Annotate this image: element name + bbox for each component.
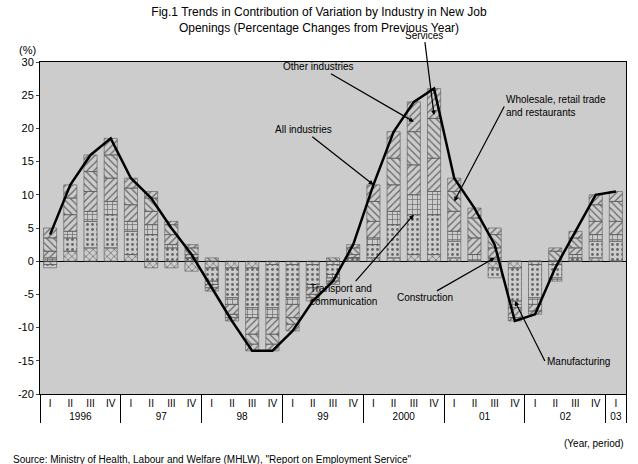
svg-text:IV: IV — [591, 398, 601, 409]
svg-text:II: II — [391, 398, 397, 409]
svg-text:Manufacturing: Manufacturing — [547, 356, 610, 367]
svg-text:IV: IV — [268, 398, 278, 409]
svg-text:I: I — [210, 398, 213, 409]
svg-text:I: I — [372, 398, 375, 409]
svg-text:I: I — [130, 398, 133, 409]
svg-text:I: I — [453, 398, 456, 409]
svg-text:15: 15 — [22, 155, 34, 167]
svg-text:Fig.1 Trends in Contribution o: Fig.1 Trends in Contribution of Variatio… — [151, 5, 487, 35]
svg-text:All industries: All industries — [275, 124, 332, 135]
svg-text:Services: Services — [405, 30, 443, 41]
svg-text:02: 02 — [560, 411, 572, 422]
svg-text:III: III — [410, 398, 418, 409]
svg-text:IV: IV — [510, 398, 520, 409]
svg-text:II: II — [310, 398, 316, 409]
svg-text:-15: -15 — [18, 355, 34, 367]
svg-text:01: 01 — [479, 411, 491, 422]
svg-text:98: 98 — [237, 411, 249, 422]
svg-text:I: I — [615, 398, 618, 409]
svg-text:-5: -5 — [24, 288, 34, 300]
svg-text:Wholesale, retail tradeand res: Wholesale, retail tradeand restaurants — [506, 94, 606, 118]
svg-text:0: 0 — [28, 255, 34, 267]
svg-text:(%): (%) — [19, 44, 36, 56]
svg-text:Source: Ministry of Health, La: Source: Ministry of Health, Labour and W… — [13, 454, 411, 464]
svg-text:1996: 1996 — [69, 411, 92, 422]
svg-text:(Year, period): (Year, period) — [564, 438, 624, 449]
svg-text:Construction: Construction — [397, 292, 453, 303]
svg-text:I: I — [534, 398, 537, 409]
svg-text:II: II — [472, 398, 478, 409]
svg-text:Transport andcommunication: Transport andcommunication — [310, 283, 377, 307]
svg-text:5: 5 — [28, 222, 34, 234]
svg-text:10: 10 — [22, 189, 34, 201]
svg-text:I: I — [291, 398, 294, 409]
svg-text:IV: IV — [429, 398, 439, 409]
svg-text:I: I — [49, 398, 52, 409]
svg-text:IV: IV — [187, 398, 197, 409]
svg-text:III: III — [86, 398, 94, 409]
svg-text:II: II — [552, 398, 558, 409]
svg-text:II: II — [148, 398, 154, 409]
svg-text:Other industries: Other industries — [283, 61, 354, 72]
svg-text:III: III — [490, 398, 498, 409]
svg-text:99: 99 — [317, 411, 329, 422]
svg-text:II: II — [68, 398, 74, 409]
svg-text:IV: IV — [106, 398, 116, 409]
svg-text:30: 30 — [22, 56, 34, 68]
svg-text:III: III — [571, 398, 579, 409]
svg-text:20: 20 — [22, 122, 34, 134]
svg-text:IV: IV — [348, 398, 358, 409]
svg-text:III: III — [167, 398, 175, 409]
svg-text:97: 97 — [156, 411, 168, 422]
svg-text:25: 25 — [22, 89, 34, 101]
svg-text:-20: -20 — [18, 388, 34, 400]
svg-text:03: 03 — [610, 411, 622, 422]
svg-text:2000: 2000 — [393, 411, 416, 422]
svg-text:III: III — [329, 398, 337, 409]
svg-text:III: III — [248, 398, 256, 409]
svg-text:-10: -10 — [18, 321, 34, 333]
svg-text:II: II — [229, 398, 235, 409]
